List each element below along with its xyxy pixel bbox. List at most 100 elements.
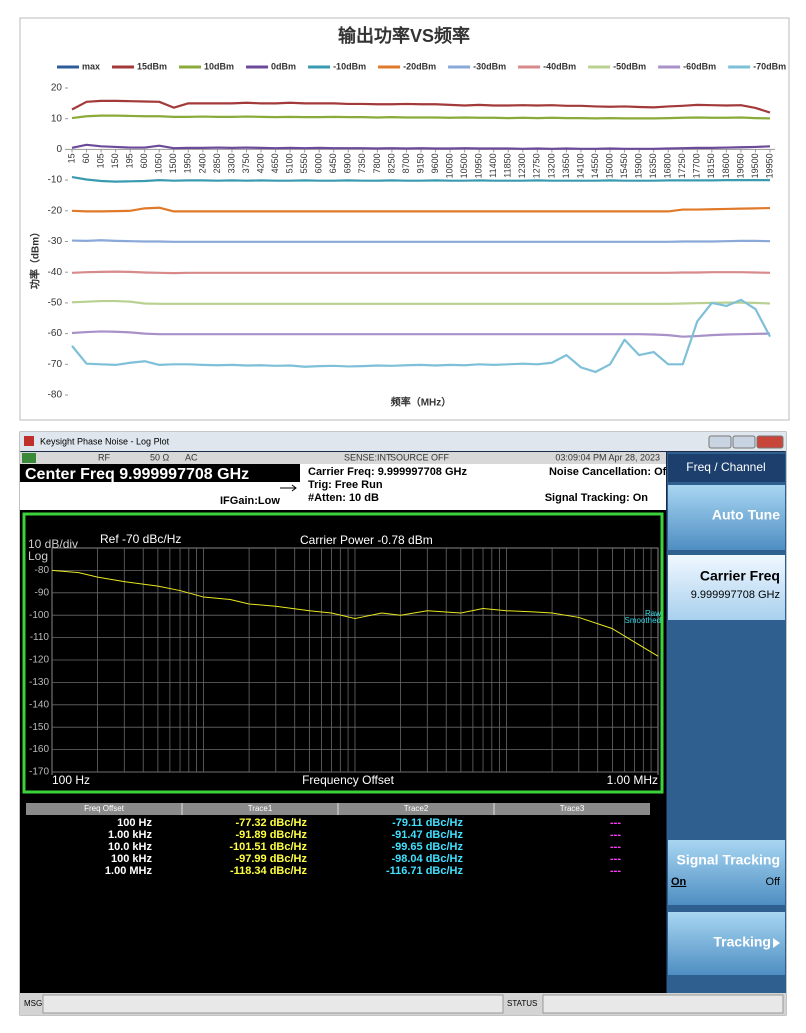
menu-header [668,454,785,482]
table-header: Freq Offset [84,804,125,813]
series-line [71,99,771,114]
tracking-label: Tracking [713,934,771,950]
x-tick-label: 1.00 MHz [607,773,658,787]
minimize-button[interactable] [708,435,732,449]
x-tick-label: 11400 [488,153,498,177]
table-cell: -91.47 dBc/Hz [391,829,463,841]
marker-table: Freq Offset Trace1 Trace2 Trace3 100 Hz -77.3… [26,803,650,877]
table-header: Trace3 [560,804,585,813]
x-tick-label: 1950 [183,153,193,173]
header-left [20,482,300,510]
tracking-key[interactable] [668,912,785,975]
legend-label: 10dBm [204,61,234,71]
legend-label: 15dBm [137,61,167,71]
signal-tracking-key[interactable] [668,840,785,905]
status-source: SOURCE OFF [390,452,450,462]
legend-label: 0dBm [271,61,296,71]
y-tick-label: -140 [29,699,49,710]
x-tick-label: 14100 [575,153,585,178]
x-tick-label: 15 [66,153,76,163]
x-axis-title: 频率（MHz） [391,396,452,409]
y-tick-label: -170 [29,767,49,778]
x-tick-label: 18150 [706,153,716,178]
y-tick-label: 0 [56,144,62,155]
series-line [71,239,771,243]
x-tick-label: 19500 [750,153,760,178]
table-cell: 100 kHz [111,853,152,865]
msg-label: MSG [24,999,42,1008]
submenu-arrow [773,938,780,948]
x-tick-label: 100 Hz [52,773,90,787]
table-cell: -116.71 dBc/Hz [386,865,464,877]
table-cell: 100 Hz [117,817,152,829]
noise-cancel-clip: Noise Cancellation: Off [549,466,666,478]
plot-frame [22,512,664,794]
x-tick-label: 5100 [285,153,295,173]
status-label: STATUS [507,999,537,1008]
tracking-off: Off [766,876,781,888]
x-tick-label: 7800 [372,153,382,173]
window-title: Keysight Phase Noise - Log Plot [40,436,170,446]
x-tick-label: 15900 [634,153,644,178]
trigger-setting: Trig: Free Run [308,479,383,491]
carrier-freq-setting: Carrier Freq: 9.999997708 GHz [308,466,467,478]
x-tick-label: 17250 [677,153,687,178]
table-header: Trace1 [248,804,273,813]
y-tick-label: -50 [48,298,63,309]
x-tick-label: 16350 [648,153,658,178]
x-tick-label: 600 [139,153,149,168]
x-tick-label: 3750 [241,153,251,173]
auto-tune-key[interactable] [668,485,785,550]
x-tick-label: 17700 [692,153,702,178]
top-chart: -80 -70 -60 -50 -40 -30 -20 -10 0 10 20 15 60 105 150 1… [48,61,787,400]
table-cell: -97.99 dBc/Hz [235,853,307,865]
trace-label: Smoothed [625,616,661,625]
table-cell: --- [610,829,621,841]
x-tick-label: 2400 [197,153,207,173]
y-tick-label: -160 [29,744,49,755]
trace-line [51,569,659,657]
chart-frame [19,17,790,421]
y-axis-title: 功率（dBm） [29,227,42,289]
signal-tracking-label: Signal Tracking [677,852,780,868]
x-tick-label: 60 [81,153,91,163]
status-rf: RF [98,452,110,462]
table-cell: -101.51 dBc/Hz [229,841,307,853]
scale-label: 10 dB/div [28,537,78,551]
table-cell: -118.34 dBc/Hz [230,865,308,877]
x-tick-label: 9150 [415,153,425,173]
table-cell: -99.65 dBc/Hz [391,841,463,853]
y-tick-label: -120 [29,655,49,666]
restore-button[interactable] [732,435,756,449]
x-tick-label: 8700 [401,153,411,173]
x-tick-label: 2850 [212,153,222,173]
table-cell: 1.00 kHz [108,829,153,841]
close-button[interactable] [756,435,784,449]
x-tick-label: 4650 [270,153,280,173]
carrier-power: Carrier Power -0.78 dBm [300,533,433,547]
x-tick-label: 19050 [735,153,745,178]
x-tick-label: 105 [95,153,105,168]
series-line [71,298,771,374]
y-tick-label: -40 [48,267,63,278]
y-tick-label: -20 [48,205,63,216]
table-cell: 1.00 MHz [105,865,153,877]
legend-label: -30dBm [473,61,506,71]
x-tick-label: 6450 [328,153,338,173]
y-tick-label: -60 [48,328,63,339]
carrier-freq-label: Carrier Freq [700,568,780,584]
y-tick-label: -80 [48,390,63,401]
table-cell: 10.0 kHz [108,841,153,853]
noise-plot: -80 -90 -100 -110 -120 -130 -140 -150 -160 -17010… [29,548,659,787]
x-tick-label: 3300 [226,153,236,173]
carrier-freq-key[interactable] [668,555,785,620]
x-tick-label: 15000 [604,153,614,178]
reference-level: Ref -70 dBc/Hz [100,532,181,546]
x-tick-label: 13200 [546,153,556,178]
x-tick-label: 1500 [168,153,178,173]
x-tick-label: 16800 [663,153,673,178]
x-tick-label: 13650 [561,153,571,178]
x-tick-label: 12300 [517,153,527,178]
menu-title: Freq / Channel [686,460,765,474]
table-cell: --- [610,841,621,853]
